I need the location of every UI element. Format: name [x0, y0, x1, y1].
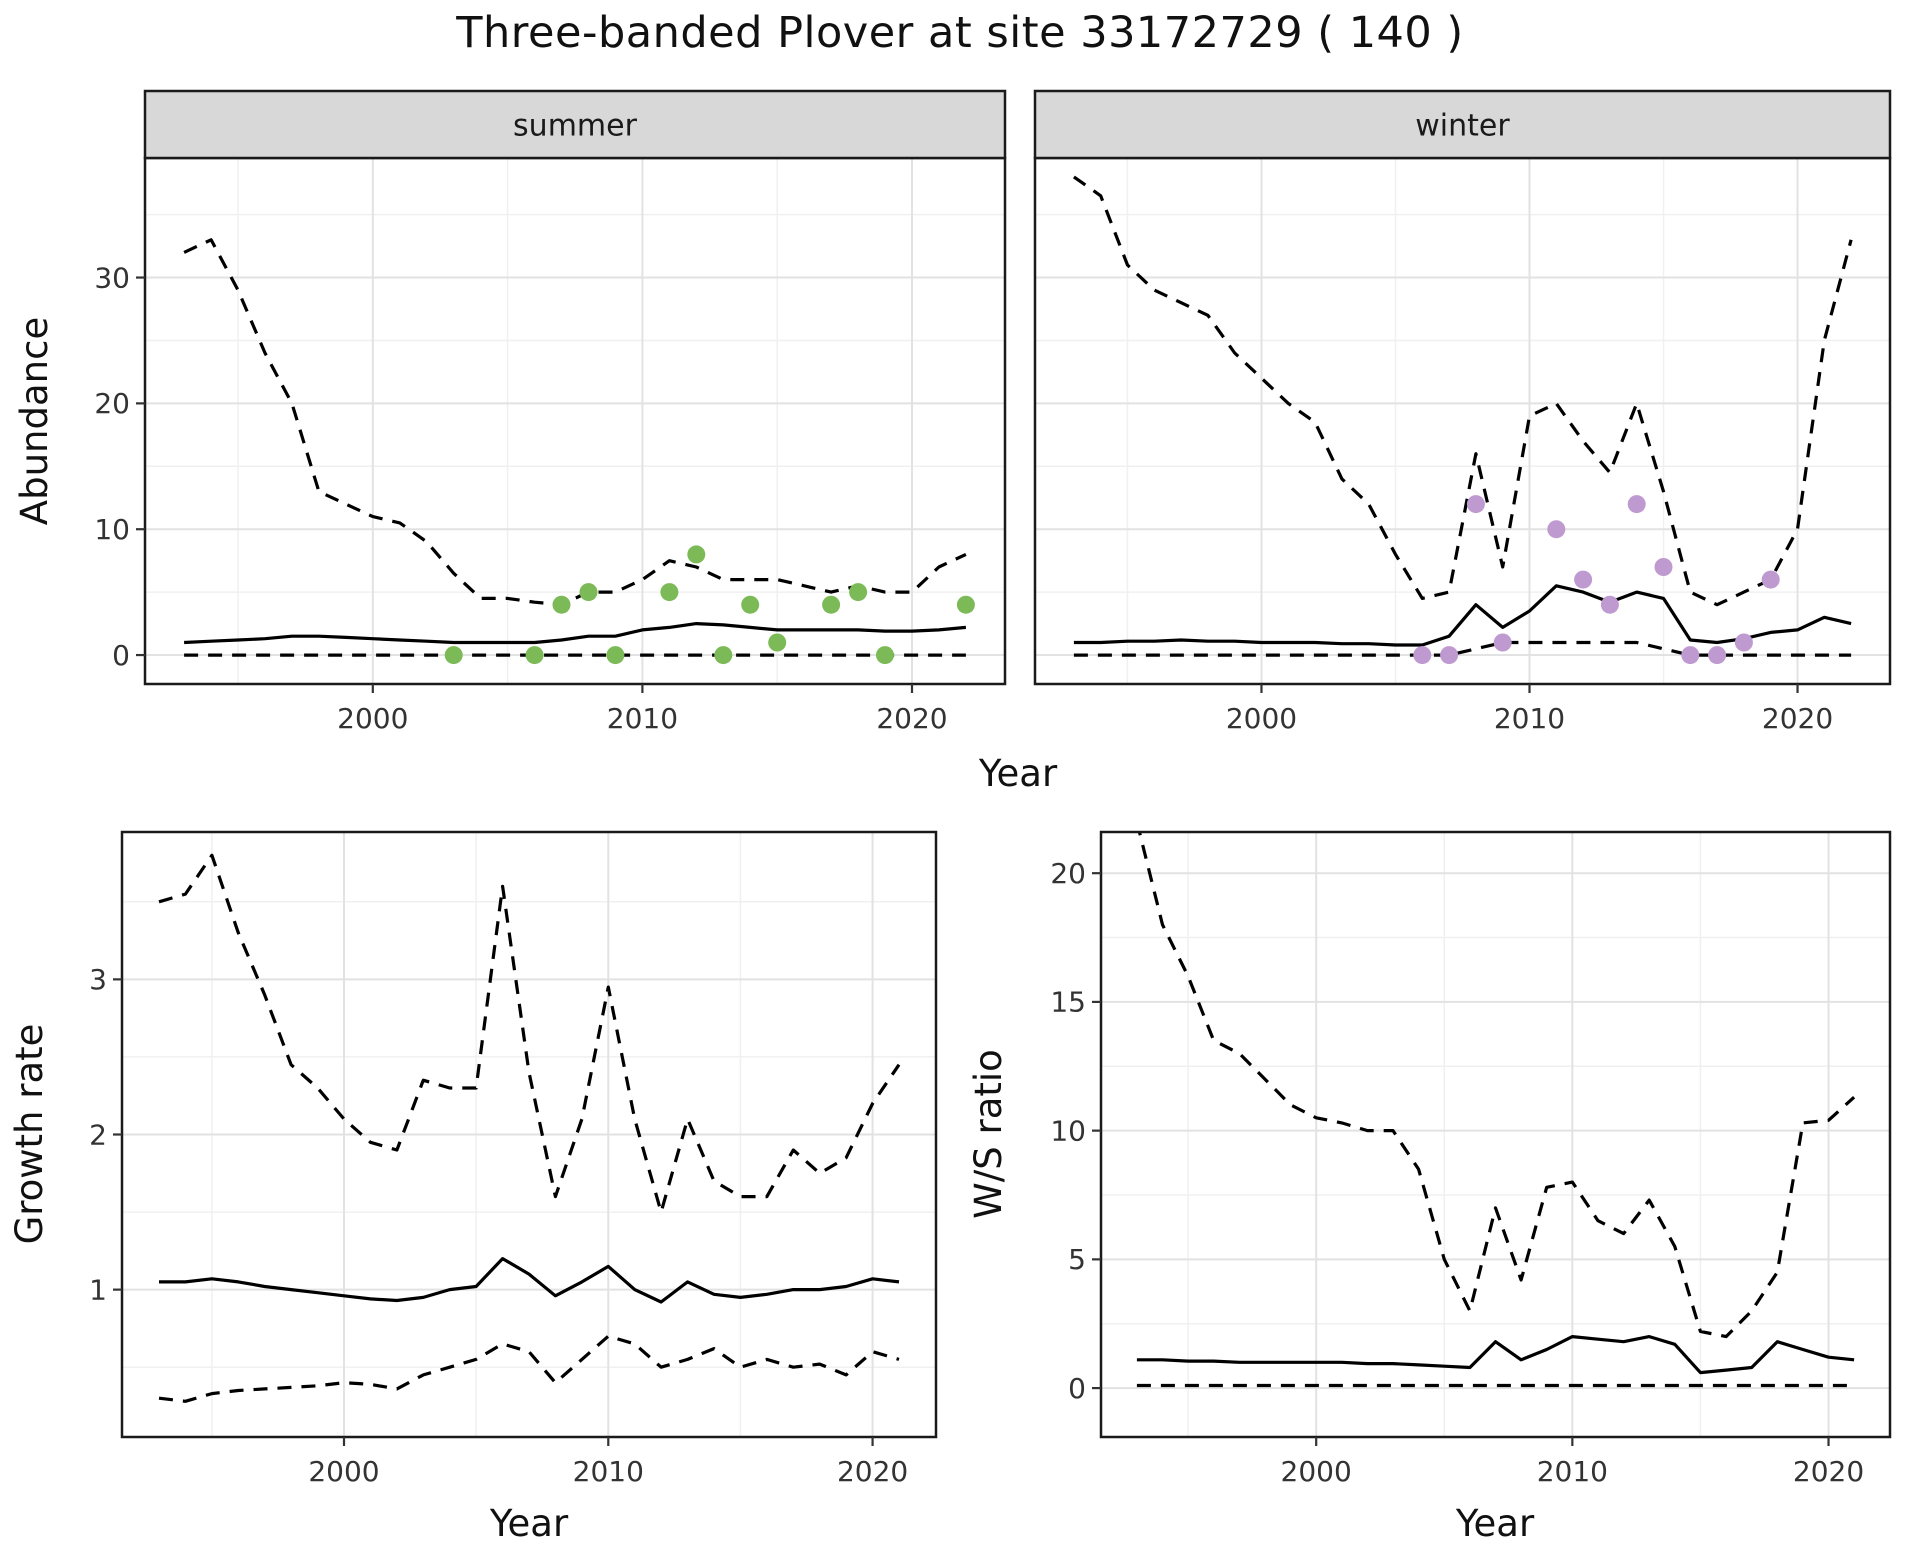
series-lines	[1136, 832, 1856, 1388]
x-tick-label: 2000	[1226, 702, 1297, 735]
panel-border	[1099, 830, 1892, 1439]
y-tick-label: 0	[1068, 1372, 1086, 1405]
observed-point	[876, 646, 894, 665]
series-lines	[158, 853, 901, 1403]
observed-point	[956, 595, 975, 614]
median-estimate-line	[159, 1256, 900, 1304]
y-tick-label: 10	[94, 513, 130, 546]
x-tick-label: 2000	[1281, 1455, 1352, 1488]
panel-winter-abundance: 2000 2010 2020 winter	[1033, 89, 1892, 735]
observed-point	[606, 646, 625, 665]
x-tick-label: 2000	[337, 702, 408, 735]
year-axis-label-growth: Year	[489, 1502, 569, 1545]
x-tick-label: 2020	[837, 1455, 908, 1488]
observed-point	[687, 545, 706, 564]
x-tick-label: 2010	[1494, 702, 1565, 735]
x-tick-label: 2010	[1537, 1455, 1608, 1488]
x-tick-label: 2020	[1762, 702, 1833, 735]
lower-credible-interval-line	[158, 1334, 900, 1403]
observed-point	[1734, 633, 1753, 652]
panel-growth-rate: 2000 2010 2020 1 2 3	[89, 830, 938, 1488]
y-tick-label: 2	[89, 1118, 107, 1151]
facet-strip-summer: summer	[143, 89, 1007, 160]
gridlines	[1101, 832, 1890, 1437]
series-lines	[183, 238, 967, 657]
observed-point	[714, 646, 733, 665]
y-tick-label: 30	[94, 261, 130, 294]
y-tick-label: 20	[94, 387, 130, 420]
axis-ticks: 2000 2010 2020 1 2 3	[89, 963, 908, 1488]
observed-point	[1413, 646, 1432, 665]
median-estimate-line	[1073, 584, 1852, 647]
year-axis-label-top: Year	[978, 752, 1058, 795]
median-estimate-line	[1136, 1334, 1855, 1375]
year-axis-label-ws: Year	[1455, 1502, 1535, 1545]
x-tick-label: 2010	[573, 1455, 644, 1488]
facet-strip-label: winter	[1415, 108, 1510, 143]
observed-point	[1761, 570, 1780, 589]
y-tick-label: 15	[1050, 986, 1086, 1019]
axis-ticks: 2000 2010 2020 0 10 20 30	[94, 261, 947, 735]
y-tick-label: 20	[1050, 857, 1086, 890]
x-tick-label: 2020	[876, 702, 947, 735]
chart-title: Three-banded Plover at site 33172729 ( 1…	[456, 8, 1464, 58]
observed-point	[1440, 646, 1459, 665]
ws-ratio-axis-label: W/S ratio	[967, 1049, 1010, 1219]
observed-point	[444, 646, 463, 665]
observed-point	[1574, 570, 1593, 589]
observed-point	[552, 595, 571, 614]
observed-point	[1681, 646, 1700, 665]
x-tick-label: 2020	[1793, 1455, 1864, 1488]
facet-strip-winter: winter	[1033, 89, 1892, 160]
median-estimate-line	[184, 621, 967, 645]
panel-background	[1101, 832, 1890, 1437]
facet-strip-label: summer	[513, 108, 638, 143]
axis-ticks: 2000 2010 2020	[1226, 684, 1833, 735]
growth-rate-axis-label: Growth rate	[8, 1024, 51, 1245]
observed-point	[525, 646, 544, 665]
observed-point	[849, 583, 868, 602]
observed-point	[1708, 646, 1727, 665]
y-tick-label: 3	[89, 963, 107, 996]
upper-credible-interval-line	[1072, 175, 1853, 607]
y-tick-label: 1	[89, 1273, 107, 1306]
x-tick-label: 2000	[308, 1455, 379, 1488]
observed-point	[1627, 495, 1646, 514]
observed-point	[822, 595, 841, 614]
observed-point	[1547, 520, 1566, 539]
axis-ticks: 2000 2010 2020 0 5 10 15 20	[1050, 857, 1864, 1488]
panel-summer-abundance: 2000 2010 2020 0 10 20 30 summer	[94, 89, 1007, 735]
observed-point	[660, 583, 679, 602]
y-tick-label: 5	[1068, 1243, 1086, 1276]
observed-point	[1466, 495, 1485, 514]
gridlines	[122, 832, 936, 1437]
y-tick-label: 0	[112, 639, 130, 672]
observed-point	[1493, 633, 1512, 652]
panel-background	[1035, 158, 1890, 684]
upper-credible-interval-line	[183, 238, 967, 607]
observed-point	[1654, 558, 1673, 576]
observed-point	[741, 595, 760, 614]
y-tick-label: 10	[1050, 1114, 1086, 1147]
panel-ws-ratio: 2000 2010 2020 0 5 10 15 20	[1050, 830, 1892, 1488]
abundance-axis-label: Abundance	[13, 317, 56, 525]
observed-point	[768, 633, 787, 652]
upper-credible-interval-line	[1137, 832, 1856, 1339]
observed-point	[579, 583, 598, 602]
upper-credible-interval-line	[158, 853, 901, 1214]
panel-background	[145, 158, 1005, 684]
x-tick-label: 2010	[607, 702, 678, 735]
observed-summer-counts	[444, 545, 975, 665]
observed-winter-counts	[1413, 495, 1780, 665]
observed-point	[1600, 595, 1619, 614]
